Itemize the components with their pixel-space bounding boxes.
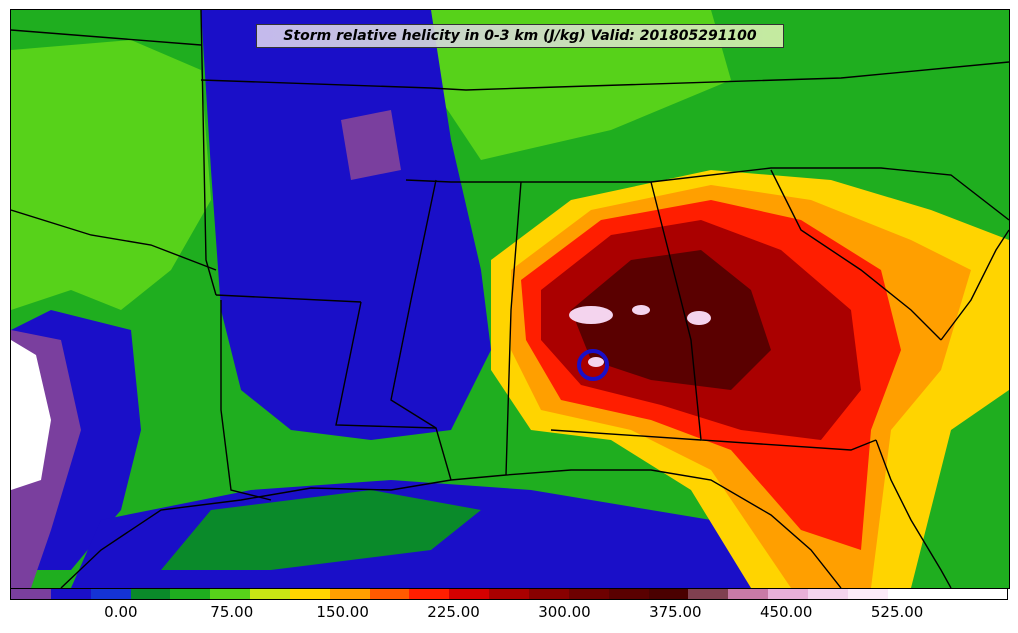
white-region-west [11, 340, 51, 490]
colorbar-swatch [210, 589, 251, 599]
colorbar-swatch [568, 589, 609, 599]
colorbar-swatch [11, 589, 51, 599]
colorbar-tick-label: 150.00 [316, 603, 369, 621]
pink-spot-4 [632, 305, 650, 315]
colorbar-swatch [409, 589, 450, 599]
colorbar-tick-label: 375.00 [649, 603, 702, 621]
coastlines [60, 229, 1009, 588]
purple-region-north [341, 110, 401, 180]
darkgreen-region-gulf [161, 490, 481, 570]
map-title: Storm relative helicity in 0-3 km (J/kg)… [256, 24, 784, 48]
colorbar-swatch [289, 589, 330, 599]
lime-region-west [11, 40, 211, 310]
colorbar-labels: 0.00 75.00 150.00 225.00 300.00 375.00 450.00 5… [0, 600, 1018, 630]
colorbar-swatch [807, 589, 848, 599]
colorbar-swatch [768, 589, 808, 599]
pink-spot-3 [588, 357, 604, 367]
colorbar-swatch [329, 589, 370, 599]
colorbar-swatch [130, 589, 171, 599]
helicity-field [11, 10, 1009, 588]
colorbar-tick-label: 300.00 [538, 603, 591, 621]
colorbar-swatch [369, 589, 410, 599]
colorbar-swatch [170, 589, 211, 599]
pink-spot-2 [687, 311, 711, 325]
storm-eye [577, 349, 609, 381]
colorbar-swatch [528, 589, 569, 599]
maroon-region-storm [571, 250, 771, 390]
colorbar-swatch [648, 589, 689, 599]
colorbar-swatch [688, 589, 729, 599]
colorbar-swatch [449, 589, 490, 599]
colorbar-swatch [887, 589, 928, 599]
colorbar-tick-label: 525.00 [870, 603, 924, 621]
colorbar-swatch [489, 589, 529, 599]
colorbar [10, 588, 1008, 600]
colorbar-swatch [250, 589, 290, 599]
colorbar-swatch [50, 589, 91, 599]
colorbar-swatch [728, 589, 769, 599]
state-boundaries [11, 10, 1009, 501]
colorbar-swatch [90, 589, 131, 599]
colorbar-swatch [847, 589, 888, 599]
helicity-map: Storm relative helicity in 0-3 km (J/kg)… [10, 9, 1010, 589]
colorbar-tick-label: 225.00 [427, 603, 480, 621]
blue-region-central [201, 10, 491, 440]
colorbar-tick-label: 0.00 [104, 603, 138, 621]
colorbar-tick-label: 450.00 [759, 603, 813, 621]
colorbar-swatch [967, 589, 1008, 599]
pink-spot-1 [569, 306, 613, 324]
colorbar-swatch [608, 589, 649, 599]
colorbar-tick-label: 75.00 [210, 603, 254, 621]
colorbar-swatch [927, 589, 968, 599]
